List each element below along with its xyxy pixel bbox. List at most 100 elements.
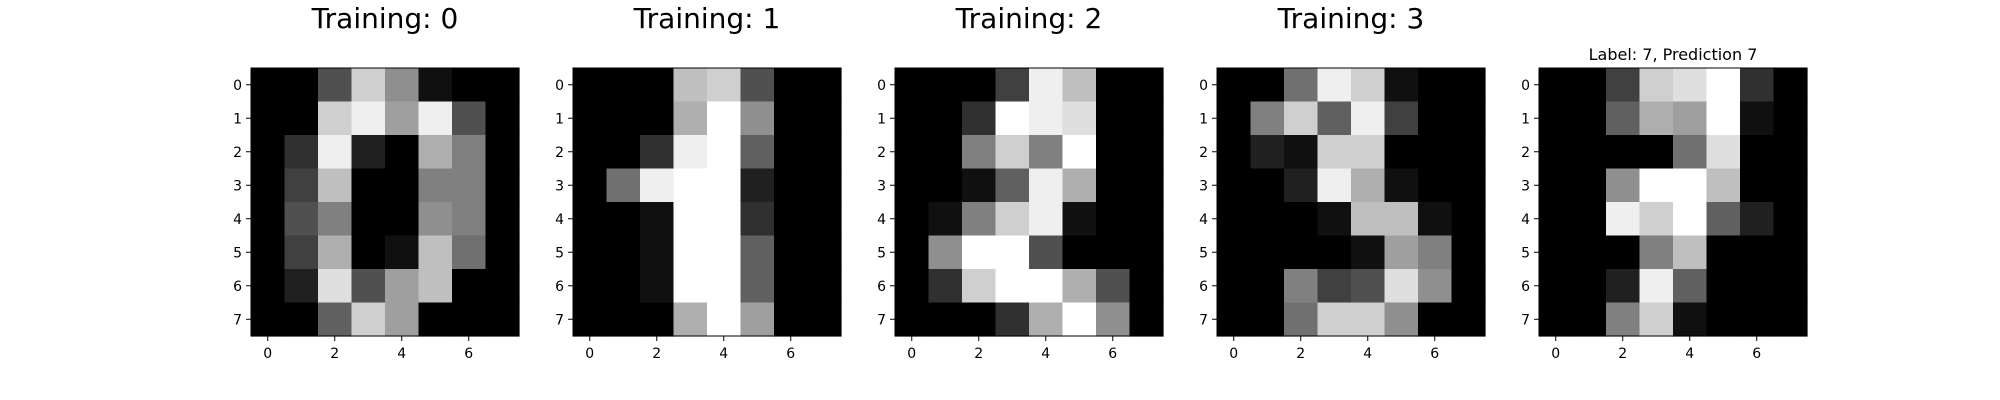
y-tick-label: 1 — [1199, 111, 1208, 127]
pixel-cell — [807, 68, 842, 103]
pixel-cell — [1062, 68, 1097, 103]
pixel-cell — [1284, 235, 1319, 270]
pixel-cell — [284, 202, 319, 237]
pixel-cell — [318, 235, 353, 270]
pixel-cell — [351, 101, 386, 136]
digit-image-plot: Label: 7, Prediction 7 0 1 2 3 4 5 6 7 0 2 4 6 — [1521, 45, 1808, 362]
pixel-cell — [351, 202, 386, 237]
pixel-cell — [318, 101, 353, 136]
y-tick-label: 0 — [1521, 78, 1530, 94]
pixel-cell — [1129, 135, 1164, 170]
pixel-cell — [1706, 269, 1741, 304]
pixel-cell — [1317, 302, 1352, 337]
pixel-cell — [1451, 168, 1486, 203]
pixel-cell — [1572, 168, 1607, 203]
pixel-cell — [1572, 101, 1607, 136]
pixel-cell — [740, 235, 775, 270]
pixel-cell — [1384, 302, 1419, 337]
pixel-cell — [1418, 235, 1453, 270]
pixel-cell — [1418, 168, 1453, 203]
pixel-cell — [1062, 235, 1097, 270]
pixel-cell — [807, 101, 842, 136]
x-tick-label: 2 — [1296, 346, 1305, 362]
pixel-cell — [1129, 202, 1164, 237]
pixel-cell — [1606, 235, 1641, 270]
x-tick-label: 6 — [1430, 346, 1439, 362]
pixel-cell — [1673, 135, 1708, 170]
pixel-cell — [1673, 235, 1708, 270]
pixel-cell — [1317, 135, 1352, 170]
x-tick-label: 2 — [330, 346, 339, 362]
pixel-cell — [807, 202, 842, 237]
pixel-cell — [1451, 101, 1486, 136]
pixel-cell — [640, 202, 675, 237]
pixel-cell — [485, 269, 520, 304]
pixel-cell — [928, 68, 963, 103]
pixel-cell — [1539, 302, 1574, 337]
pixel-cell — [485, 168, 520, 203]
pixel-cell — [1451, 135, 1486, 170]
pixel-cell — [1639, 101, 1674, 136]
pixel-cell — [1284, 168, 1319, 203]
pixel-cell — [1351, 302, 1386, 337]
pixel-cell — [1317, 269, 1352, 304]
pixel-cell — [1572, 302, 1607, 337]
pixel-cell — [606, 168, 641, 203]
pixel-cell — [1096, 101, 1131, 136]
x-tick-label: 4 — [719, 346, 728, 362]
pixel-cell — [807, 168, 842, 203]
pixel-cell — [1029, 135, 1064, 170]
digit-image-plot: Training: 1 0 1 2 3 4 5 6 7 0 2 4 6 — [555, 2, 842, 362]
pixel-cell — [452, 269, 487, 304]
pixel-cell — [707, 202, 742, 237]
pixel-cell — [385, 302, 420, 337]
pixel-cell — [1740, 269, 1775, 304]
pixel-cell — [673, 202, 708, 237]
pixel-cell — [1606, 168, 1641, 203]
pixel-cell — [928, 202, 963, 237]
pixel-cell — [606, 68, 641, 103]
pixel-cell — [895, 202, 930, 237]
y-tick-label: 0 — [233, 78, 242, 94]
y-tick-label: 2 — [877, 145, 886, 161]
pixel-cell — [1418, 101, 1453, 136]
x-tick-label: 0 — [907, 346, 916, 362]
pixel-cell — [1129, 101, 1164, 136]
pixel-cell — [1639, 135, 1674, 170]
plot-title: Training: 3 — [1277, 2, 1425, 35]
pixel-cell — [995, 168, 1030, 203]
x-tick-label: 4 — [397, 346, 406, 362]
y-tick-label: 6 — [233, 279, 242, 295]
pixel-cell — [1096, 135, 1131, 170]
pixel-cell — [1129, 168, 1164, 203]
pixel-cell — [928, 135, 963, 170]
pixel-cell — [1062, 269, 1097, 304]
pixel-cell — [1317, 68, 1352, 103]
pixel-cell — [385, 235, 420, 270]
pixel-cell — [1029, 202, 1064, 237]
pixel-cell — [640, 269, 675, 304]
pixel-cell — [351, 68, 386, 103]
pixel-cell — [418, 68, 453, 103]
pixel-cell — [485, 235, 520, 270]
pixel-cell — [740, 302, 775, 337]
pixel-cell — [1418, 302, 1453, 337]
x-tick-label: 6 — [1108, 346, 1117, 362]
pixel-cell — [895, 68, 930, 103]
pixel-cell — [774, 135, 809, 170]
digit-image-plot: Training: 2 0 1 2 3 4 5 6 7 0 2 4 6 — [877, 2, 1164, 362]
pixel-cell — [1740, 168, 1775, 203]
pixel-cell — [774, 101, 809, 136]
pixel-cell — [1384, 135, 1419, 170]
pixel-cell — [1250, 269, 1285, 304]
pixel-cell — [1250, 235, 1285, 270]
pixel-cell — [1740, 68, 1775, 103]
pixel-cell — [351, 269, 386, 304]
pixel-cell — [351, 135, 386, 170]
pixel-cell — [707, 101, 742, 136]
pixel-cell — [385, 202, 420, 237]
y-tick-label: 4 — [1521, 212, 1530, 228]
pixel-cell — [284, 269, 319, 304]
pixel-cell — [774, 168, 809, 203]
pixel-cell — [1451, 269, 1486, 304]
